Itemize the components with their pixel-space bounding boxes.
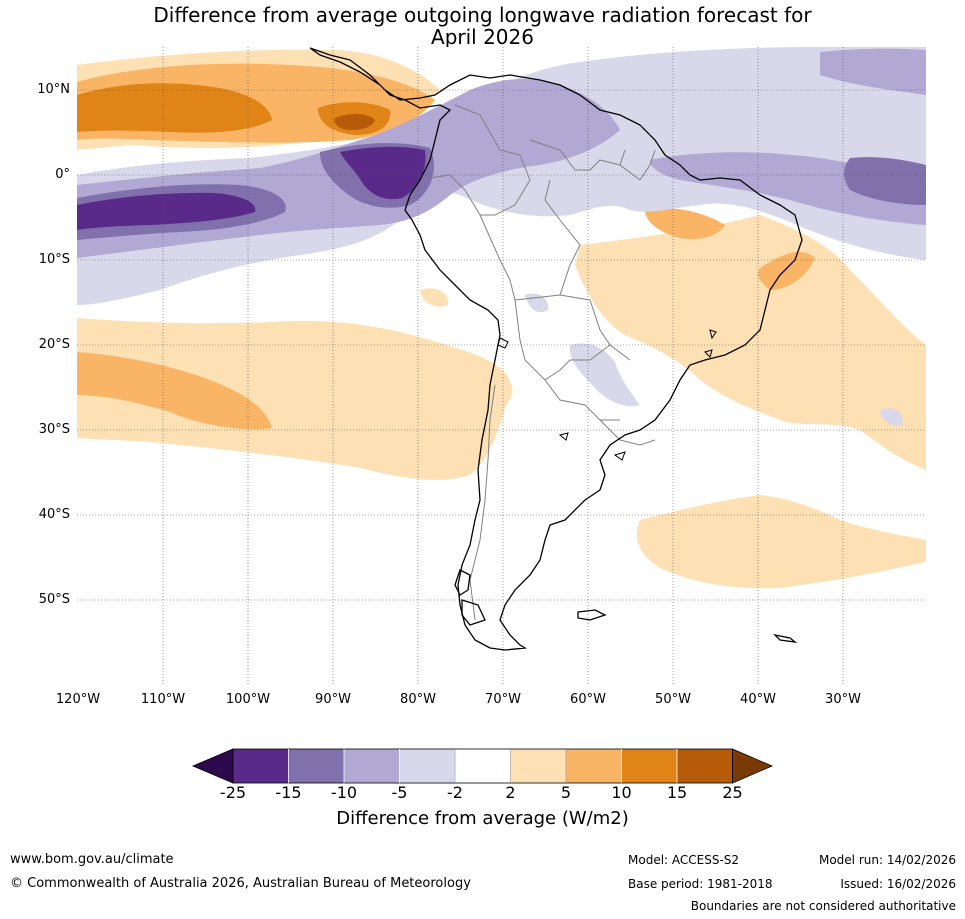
- lat-label-30s: 30°S: [38, 422, 70, 437]
- colorbar-bin-1: [233, 749, 289, 783]
- colorbar-label: -2: [447, 783, 463, 802]
- lat-label-40s: 40°S: [38, 507, 70, 522]
- footer-url[interactable]: www.bom.gov.au/climate: [10, 852, 174, 867]
- map-title: Difference from average outgoing longwav…: [0, 4, 965, 48]
- coastlines: [309, 47, 803, 651]
- footer-disclaimer: Boundaries are not considered authoritat…: [690, 899, 956, 913]
- lon-label-40w: 40°W: [740, 692, 776, 707]
- lat-label-0: 0°: [55, 167, 70, 182]
- colorbar-bin-9: [677, 749, 733, 783]
- colorbar-label: -5: [391, 783, 408, 802]
- colorbar-label: 5: [560, 783, 572, 802]
- lon-label-50w: 50°W: [655, 692, 691, 707]
- lat-label-20s: 20°S: [38, 337, 70, 352]
- colorbar-bin-3: [344, 749, 400, 783]
- anomaly-dark-orange: [77, 83, 391, 135]
- title-line-1: Difference from average outgoing longwav…: [153, 3, 812, 27]
- colorbar-title: Difference from average (W/m2): [336, 808, 629, 829]
- footer-base-period: Base period: 1981-2018: [628, 877, 773, 891]
- lon-label-100w: 100°W: [225, 692, 271, 707]
- lon-label-120w: 120°W: [55, 692, 101, 707]
- lat-label-10n: 10°N: [37, 82, 70, 97]
- colorbar-outline: [232, 748, 733, 784]
- footer-issued: Issued: 16/02/2026: [840, 877, 956, 891]
- footer-model: Model: ACCESS-S2: [628, 853, 740, 867]
- colorbar-label: -10: [330, 783, 358, 802]
- anomaly-deep-orange: [334, 114, 375, 130]
- country-boundaries: [429, 104, 656, 621]
- colorbar-label: 25: [722, 783, 743, 802]
- colorbar-label: -25: [219, 783, 247, 802]
- lakes-rivers: [497, 329, 717, 461]
- lon-label-90w: 90°W: [315, 692, 351, 707]
- colorbar-bin-8: [621, 749, 677, 783]
- lon-label-60w: 60°W: [570, 692, 606, 707]
- colorbar-bin-5: [455, 749, 511, 783]
- lon-label-70w: 70°W: [485, 692, 521, 707]
- graticule: [77, 47, 926, 685]
- colorbar-dividers: [288, 749, 678, 783]
- colorbar-bin-4: [399, 749, 455, 783]
- colorbar-bin-2: [288, 749, 344, 783]
- lon-label-110w: 110°W: [140, 692, 186, 707]
- lon-label-30w: 30°W: [825, 692, 861, 707]
- footer-copyright: © Commonwealth of Australia 2026, Austra…: [10, 876, 471, 891]
- lat-label-50s: 50°S: [38, 592, 70, 607]
- colorbar-label: 10: [611, 783, 632, 802]
- colorbar-bin-6: [510, 749, 566, 783]
- colorbar-bin-7: [566, 749, 622, 783]
- colorbar: [191, 748, 774, 784]
- colorbar-extend-low: [191, 748, 234, 784]
- colorbar-light-dividers: [454, 749, 567, 783]
- colorbar-label: 2: [505, 783, 516, 802]
- colorbar-extend-high: [732, 748, 774, 784]
- lat-label-10s: 10°S: [38, 252, 70, 267]
- anomaly-dark-purple: [77, 146, 426, 230]
- lon-label-80w: 80°W: [400, 692, 436, 707]
- colorbar-label: -15: [275, 783, 302, 802]
- title-line-2: April 2026: [431, 25, 534, 49]
- colorbar-label: 15: [666, 783, 688, 802]
- footer-model-run: Model run: 14/02/2026: [818, 853, 956, 867]
